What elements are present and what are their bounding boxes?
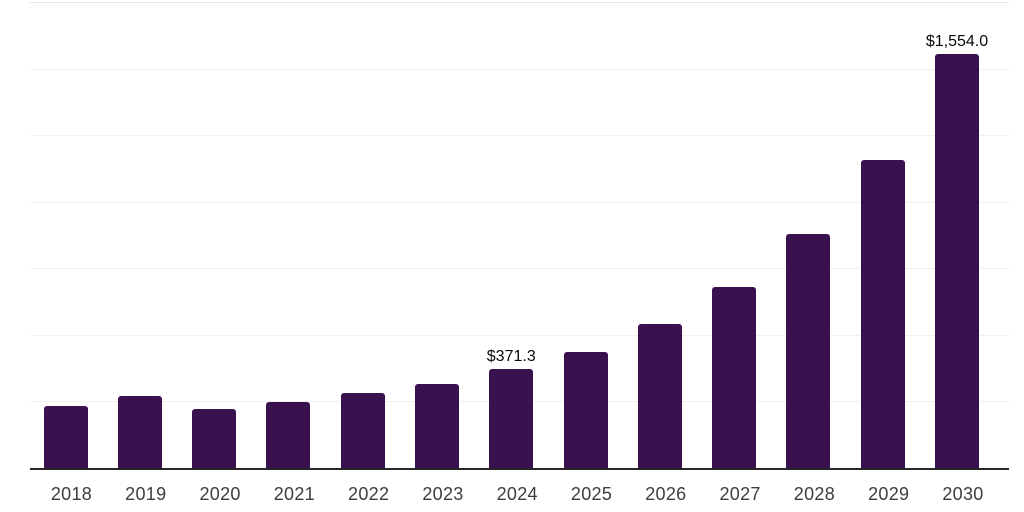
gridline [30,2,1009,3]
x-axis-line [30,468,1009,470]
gridline [30,268,1009,270]
bar-2026 [637,324,682,468]
bar-2030 [935,54,979,468]
x-axis-label-2021: 2021 [273,484,315,504]
gridline [30,68,1009,70]
bar-2020 [192,408,237,468]
x-axis-label-2019: 2019 [125,484,167,504]
gridline [30,201,1009,203]
value-label-2030: $1,554.0 [925,33,989,51]
bar-2019 [117,396,162,468]
x-axis-label-2025: 2025 [570,484,613,504]
bar-2018 [43,405,88,468]
x-axis-label-2018: 2018 [50,484,93,504]
x-axis-label-2029: 2029 [868,484,910,504]
bar-2024 [489,369,534,468]
gridline [30,135,1009,137]
bar-2028 [786,234,831,468]
bar-2023 [414,383,459,468]
gridline [30,334,1009,336]
bar-2027 [712,287,757,468]
bar-2021 [266,401,311,468]
x-axis-label-2024: 2024 [496,484,538,504]
bar-2025 [563,351,608,468]
x-axis-label-2026: 2026 [645,484,687,504]
x-axis-label-2020: 2020 [199,484,241,504]
x-axis-label-2030: 2030 [942,484,984,504]
x-axis-label-2028: 2028 [793,484,836,504]
x-axis-label-2027: 2027 [719,484,761,504]
value-label-2024: $371.3 [486,348,536,366]
bar-2029 [860,160,905,468]
bar-2022 [340,393,385,468]
x-axis-label-2022: 2022 [348,484,390,504]
x-axis-label-2023: 2023 [422,484,464,504]
